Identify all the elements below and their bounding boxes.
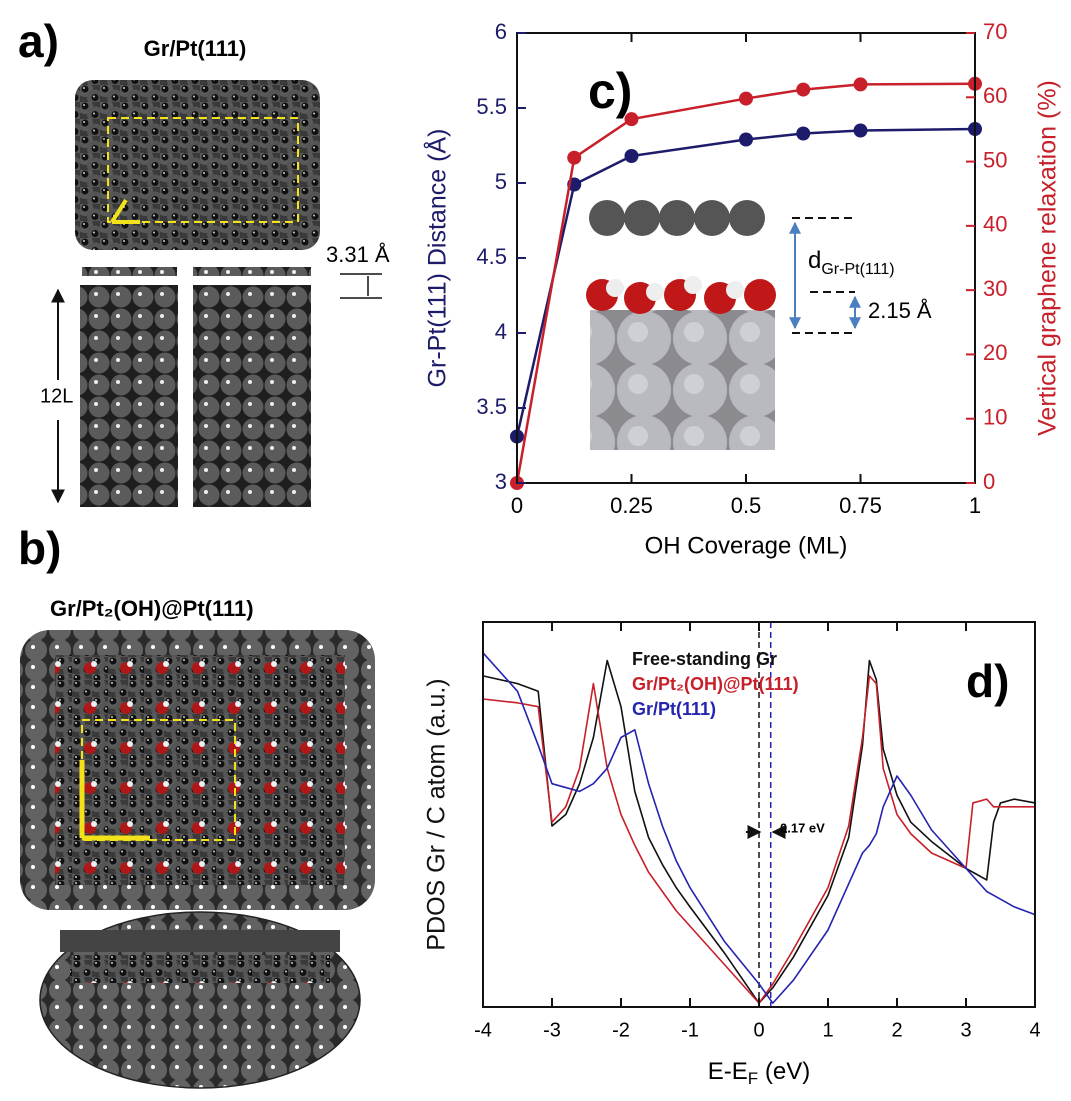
annotation-sub: Gr-Pt(111): [821, 261, 894, 278]
y2-tick-label: 70: [983, 19, 1007, 44]
x-tick-label: 0: [511, 493, 523, 518]
series-line: [482, 652, 1036, 1004]
guide-lines: [792, 217, 855, 334]
x-tick-label: 0.25: [610, 493, 653, 518]
inset-pt: [590, 310, 775, 450]
y2-tick-label: 50: [983, 147, 1007, 172]
x-tick-label: -3: [543, 1019, 561, 1041]
point: [739, 91, 753, 106]
y-axis-label: PDOS Gr / C atom (a.u.): [423, 678, 451, 950]
point: [853, 77, 868, 92]
point: [739, 132, 753, 147]
point: [853, 123, 868, 138]
graphene-side: [193, 267, 311, 276]
legend-entry: Free-standing Gr: [632, 649, 777, 669]
y2-tick-label: 60: [983, 83, 1007, 108]
panel-title: Gr/Pt₂(OH)@Pt(111): [50, 596, 254, 621]
x-tick-label: 0.75: [839, 493, 882, 518]
unit-cell: [107, 117, 299, 223]
y-tick-label: 5: [495, 169, 507, 194]
x-tick-label: 1: [822, 1019, 833, 1041]
x-tick-label: 0.5: [731, 493, 762, 518]
series-line: [482, 659, 1036, 1004]
annotation: 2.15 Å: [868, 298, 932, 323]
series-line: [482, 675, 1035, 1004]
point: [567, 150, 582, 165]
slab-side: [193, 285, 311, 507]
x-axis-label-sub: F: [748, 1069, 758, 1088]
inset-graphene: [589, 200, 765, 236]
y-tick-label: 4: [495, 319, 507, 344]
inset-oh: [586, 276, 776, 314]
oh-layer: [70, 955, 330, 983]
panel-label: b): [18, 522, 61, 574]
point: [796, 82, 811, 97]
x-axis-label-suffix: (eV): [758, 1058, 810, 1085]
legend-entry: Gr/Pt₂(OH)@Pt(111): [632, 674, 799, 694]
annotation: dGr-Pt(111): [808, 247, 895, 278]
x-tick-label: -2: [612, 1019, 630, 1041]
y-tick-label: 3.5: [476, 394, 507, 419]
y2-tick-label: 10: [983, 405, 1007, 430]
x-tick-label: -4: [474, 1019, 492, 1041]
annotation-main: d: [808, 247, 821, 274]
y2-tick-label: 0: [983, 469, 995, 494]
y-axis-label: Gr-Pt(111) Distance (Å): [422, 129, 452, 388]
graphene-side: [82, 267, 177, 276]
lattice-vectors: [79, 760, 150, 841]
top-view: [75, 80, 320, 250]
spacing-label: 3.31 Å: [326, 242, 390, 267]
x-tick-label: 4: [1029, 1019, 1040, 1041]
x-axis-label: E-EF (eV): [708, 1058, 810, 1088]
y2-tick-label: 20: [983, 340, 1007, 365]
layer-count: 12L: [40, 385, 73, 407]
y2-tick-label: 30: [983, 276, 1007, 301]
x-axis-label-main: E-E: [708, 1058, 748, 1085]
x-tick-label: 1: [969, 493, 981, 518]
legend-entry: Gr/Pt(111): [632, 699, 716, 719]
x-axis-label: OH Coverage (ML): [645, 532, 848, 559]
y-tick-label: 6: [495, 19, 507, 44]
y-tick-label: 4.5: [476, 244, 507, 269]
panel-title: Gr/Pt(111): [144, 36, 247, 61]
x-tick-label: 3: [960, 1019, 971, 1041]
panel-label: a): [18, 15, 59, 67]
x-tick-label: 2: [891, 1019, 902, 1041]
panel-label: d): [966, 655, 1009, 707]
annotation: 0.17 eV: [780, 820, 825, 835]
slab-side: [80, 285, 178, 507]
graphene-side: [60, 930, 340, 952]
point: [624, 112, 639, 127]
x-tick-label: -1: [681, 1019, 699, 1041]
panel-label: c): [588, 63, 632, 119]
x-tick-label: 0: [753, 1019, 764, 1041]
lattice-vectors: [110, 198, 140, 224]
point: [624, 149, 639, 163]
y2-axis-label: Vertical graphene relaxation (%): [1034, 80, 1062, 436]
point: [796, 126, 811, 141]
y-tick-label: 5.5: [476, 94, 507, 119]
graphene-oh: [55, 655, 345, 885]
spacing-bracket: [340, 273, 382, 299]
y-tick-label: 3: [495, 469, 507, 494]
y2-tick-label: 40: [983, 212, 1007, 237]
